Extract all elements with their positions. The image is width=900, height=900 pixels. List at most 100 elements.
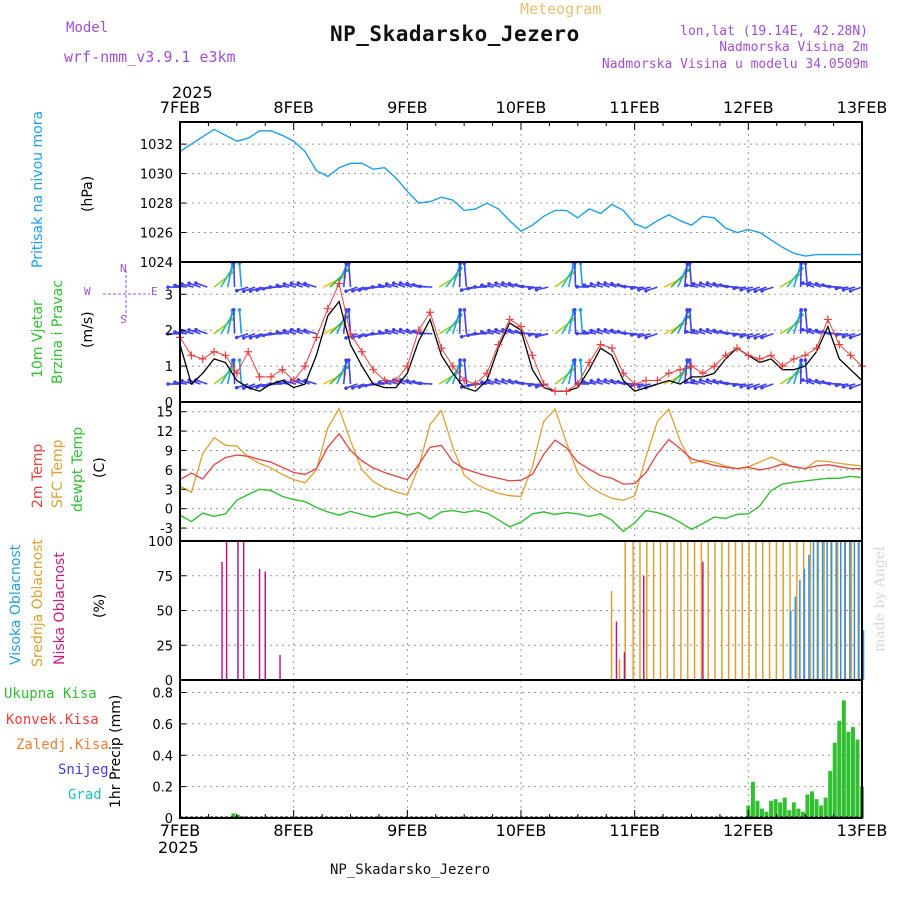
wind-arrow bbox=[488, 380, 501, 385]
wind-arrow bbox=[304, 329, 317, 335]
wind-arrow bbox=[793, 310, 802, 335]
wind-arrow-head bbox=[166, 331, 170, 336]
wind-arrow-head bbox=[644, 289, 648, 293]
wind-arrow-head bbox=[255, 385, 259, 389]
x-tick-label-bottom: 8FEB bbox=[273, 821, 313, 840]
wind-arrow bbox=[683, 360, 688, 385]
wind-gust-marker bbox=[517, 322, 525, 331]
location-coordinates: lon,lat (19.14E, 42.28N) bbox=[680, 24, 868, 39]
wind-gust-marker bbox=[835, 340, 844, 349]
precip-bar bbox=[764, 811, 769, 818]
wind-gust-marker bbox=[232, 369, 241, 378]
y-tick-label: 0.2 bbox=[152, 781, 173, 796]
wind-arrow bbox=[688, 309, 693, 334]
wind-arrow-head bbox=[173, 330, 177, 334]
wind-arrow bbox=[386, 329, 399, 335]
wind-arrow bbox=[799, 309, 802, 334]
wind-arrow bbox=[458, 263, 461, 288]
wind-arrow bbox=[584, 284, 597, 288]
wind-arrow bbox=[741, 333, 754, 338]
wind-arrow bbox=[238, 309, 243, 334]
wind-arrow-head bbox=[344, 386, 348, 390]
wind-arrow bbox=[488, 329, 501, 335]
legend-total-rain: Ukupna Kisa bbox=[4, 686, 97, 702]
wind-arrow bbox=[536, 286, 549, 291]
wind-arrow-head bbox=[732, 333, 736, 337]
wind-arrow bbox=[598, 329, 610, 335]
wind-arrow-head bbox=[712, 378, 716, 383]
wind-arrow-head bbox=[596, 281, 601, 285]
wind-arrow bbox=[802, 329, 815, 335]
wind-arrow bbox=[761, 286, 774, 292]
wind-arrow bbox=[748, 383, 760, 389]
y-tick-label: 50 bbox=[156, 605, 173, 620]
temp-2m-line bbox=[179, 432, 862, 485]
wind-arrow-head bbox=[698, 378, 703, 382]
wind-arrow bbox=[598, 379, 610, 385]
y-tick-label: 1028 bbox=[140, 197, 173, 212]
wind-arrow-head bbox=[357, 288, 362, 292]
wind-arrow-head bbox=[377, 380, 382, 385]
wind-arrow-head bbox=[760, 289, 764, 293]
x-tick-label-bottom: 7FEB bbox=[160, 821, 200, 840]
wind-arrow bbox=[793, 360, 802, 385]
wind-arrow bbox=[232, 360, 236, 385]
y-tick-label: 25 bbox=[156, 639, 173, 654]
wind-arrow bbox=[243, 383, 256, 389]
wind-arrow-head bbox=[303, 281, 307, 286]
wind-gust-marker bbox=[596, 340, 605, 349]
wind-arrow-head bbox=[848, 335, 853, 340]
wind-arrow-head bbox=[807, 281, 812, 285]
wind-arrow bbox=[598, 282, 610, 288]
y-tick-label: 1030 bbox=[140, 168, 173, 183]
wind-gust-marker bbox=[403, 362, 412, 371]
wind-arrow-head bbox=[801, 327, 805, 332]
wind-arrow bbox=[804, 360, 809, 385]
wind-arrow-head bbox=[458, 358, 462, 362]
precip-bar bbox=[773, 799, 778, 818]
wind-arrow-head bbox=[494, 328, 498, 332]
wind-arrow bbox=[850, 383, 863, 389]
wind-arrow bbox=[463, 263, 468, 288]
wind-arrow-head bbox=[418, 284, 423, 289]
wind-arrow bbox=[379, 381, 392, 385]
wind-gust-marker bbox=[846, 351, 855, 360]
panel-frame-precip bbox=[179, 679, 863, 819]
wind-gust-marker bbox=[801, 351, 810, 360]
wind-arrow-head bbox=[698, 281, 703, 285]
y-tick-label: -3 bbox=[160, 522, 173, 537]
wind-arrow-head bbox=[575, 331, 580, 336]
wind-arrow-head bbox=[384, 282, 389, 286]
wind-arrow-head bbox=[275, 330, 280, 334]
wind-gust-marker bbox=[653, 376, 662, 385]
wind-arrow-head bbox=[623, 331, 627, 336]
wind-arrow-head bbox=[241, 289, 246, 294]
x-tick-label-top: 12FEB bbox=[723, 98, 774, 117]
precip-bar bbox=[782, 797, 787, 818]
wind-arrow-head bbox=[418, 381, 423, 386]
wind-arrow bbox=[748, 333, 760, 339]
wind-arrow bbox=[700, 329, 713, 335]
wind-arrow bbox=[291, 329, 304, 335]
y-tick-label: 2 bbox=[165, 324, 173, 339]
wind-arrow bbox=[843, 286, 856, 291]
y-tick-label: 6 bbox=[165, 464, 173, 479]
wind-arrow bbox=[188, 282, 201, 288]
wind-arrow-head bbox=[370, 331, 375, 336]
pressure-line bbox=[179, 128, 862, 257]
wind-arrow-head bbox=[848, 289, 853, 293]
wind-arrow-head bbox=[575, 285, 580, 289]
wind-arrow-head bbox=[725, 331, 730, 336]
wind-gust-marker bbox=[278, 365, 287, 374]
y-tick-label: 12 bbox=[156, 425, 173, 440]
wind-arrow bbox=[379, 284, 392, 288]
wind-arrow-head bbox=[753, 289, 758, 294]
wind-arrow bbox=[693, 329, 706, 335]
wind-arrow-head bbox=[405, 378, 410, 383]
wind-arrow-head bbox=[487, 379, 491, 383]
wind-gust-marker bbox=[255, 372, 264, 381]
wind-arrow bbox=[700, 282, 713, 288]
precip-bar bbox=[850, 727, 855, 818]
wind-arrow bbox=[243, 286, 256, 292]
wind-arrow-head bbox=[609, 378, 614, 383]
